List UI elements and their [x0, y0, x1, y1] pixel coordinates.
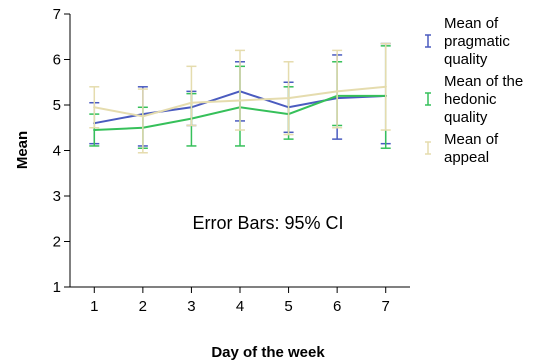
x-tick-label: 7: [382, 298, 390, 315]
y-axis-title: Mean: [14, 131, 31, 169]
x-tick-label: 4: [236, 298, 244, 315]
error-bar: [186, 65, 197, 127]
x-axis-title: Day of the week: [211, 344, 325, 360]
data-point: [238, 99, 242, 102]
x-tick-label: 5: [284, 298, 292, 315]
y-tick-label: 7: [53, 6, 61, 23]
legend-label: Mean of the: [444, 73, 523, 90]
legend-label: appeal: [444, 149, 489, 166]
x-tick-label: 2: [139, 298, 147, 315]
y-tick-label: 5: [53, 97, 61, 114]
legend-label: hedonic: [444, 91, 497, 108]
legend-label: Mean of: [444, 15, 499, 32]
x-tick-label: 3: [187, 298, 195, 315]
y-axis-ticks: 1 2 3 4 5 6 7: [53, 6, 70, 296]
legend-label: quality: [444, 109, 488, 126]
legend-errorbar-icon: [425, 92, 431, 106]
legend-label: quality: [444, 51, 488, 68]
y-tick-label: 3: [53, 188, 61, 205]
legend-label: pragmatic: [444, 33, 510, 50]
legend-errorbar-icon: [425, 141, 431, 155]
data-point: [335, 90, 339, 93]
legend-errorbar-icon: [425, 34, 431, 48]
error-bar: [332, 49, 343, 129]
x-tick-label: 1: [90, 298, 98, 315]
data-point: [287, 96, 290, 100]
series-layer: [89, 42, 391, 154]
y-tick-label: 6: [53, 52, 61, 69]
series-mean-of-appeal: [89, 42, 391, 154]
legend-label: Mean of: [444, 131, 499, 148]
plot-area: 1 2 3 4 5 6 7 1 2 3 4 5 6 7 Error Bars: 95% CI: [53, 6, 410, 315]
error-bar: [137, 88, 148, 154]
data-point: [190, 101, 193, 104]
error-bars-annotation: Error Bars: 95% CI: [192, 213, 343, 233]
y-tick-label: 1: [53, 279, 61, 296]
data-point: [384, 85, 387, 89]
x-tick-label: 6: [333, 298, 341, 315]
data-point: [141, 115, 145, 118]
error-bar: [235, 49, 245, 131]
data-point: [93, 128, 96, 132]
x-axis-ticks: 1 2 3 4 5 6 7: [90, 287, 390, 315]
y-tick-label: 2: [53, 234, 61, 251]
y-tick-label: 4: [53, 143, 61, 160]
data-point: [93, 106, 96, 109]
